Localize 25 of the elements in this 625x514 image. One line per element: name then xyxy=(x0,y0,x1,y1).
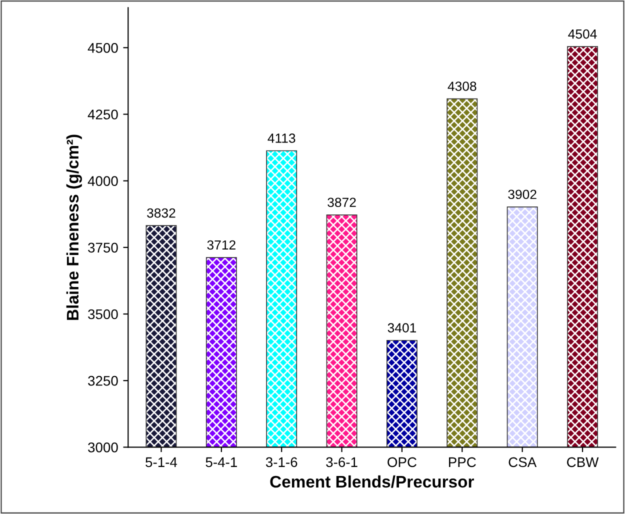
x-tick-label: PPC xyxy=(449,457,476,468)
data-label: 4113 xyxy=(268,134,296,143)
x-tick-label: 5-4-1 xyxy=(206,457,237,468)
x-tick-label: 5-1-4 xyxy=(146,457,178,468)
x-tick-label: CSA xyxy=(508,457,537,468)
y-tick-label: 3500 xyxy=(88,309,118,320)
data-label: 3401 xyxy=(388,323,416,332)
data-label: 4504 xyxy=(568,29,597,39)
y-tick-label: 4000 xyxy=(88,176,118,186)
data-label: 3902 xyxy=(508,190,536,200)
y-tick-label: 3250 xyxy=(88,376,118,386)
x-tick-label: 3-1-6 xyxy=(266,457,298,468)
x-tick-label: 3-6-1 xyxy=(326,457,358,468)
y-tick-label: 3000 xyxy=(88,442,118,452)
data-label: 3832 xyxy=(147,208,176,218)
y-tick-label: 4250 xyxy=(88,110,118,120)
y-axis-title: Blaine Fineness (g/cm²) xyxy=(66,134,82,320)
x-axis-title: Cement Blends/Precursor xyxy=(270,475,474,488)
data-label: 3872 xyxy=(328,198,356,208)
x-tick-label: OPC xyxy=(388,457,416,468)
x-tick-label: CBW xyxy=(567,457,599,468)
data-label: 3712 xyxy=(207,240,236,250)
data-label: 4308 xyxy=(448,82,476,91)
y-tick-label: 3750 xyxy=(88,242,118,253)
y-tick-label: 4500 xyxy=(88,42,118,53)
